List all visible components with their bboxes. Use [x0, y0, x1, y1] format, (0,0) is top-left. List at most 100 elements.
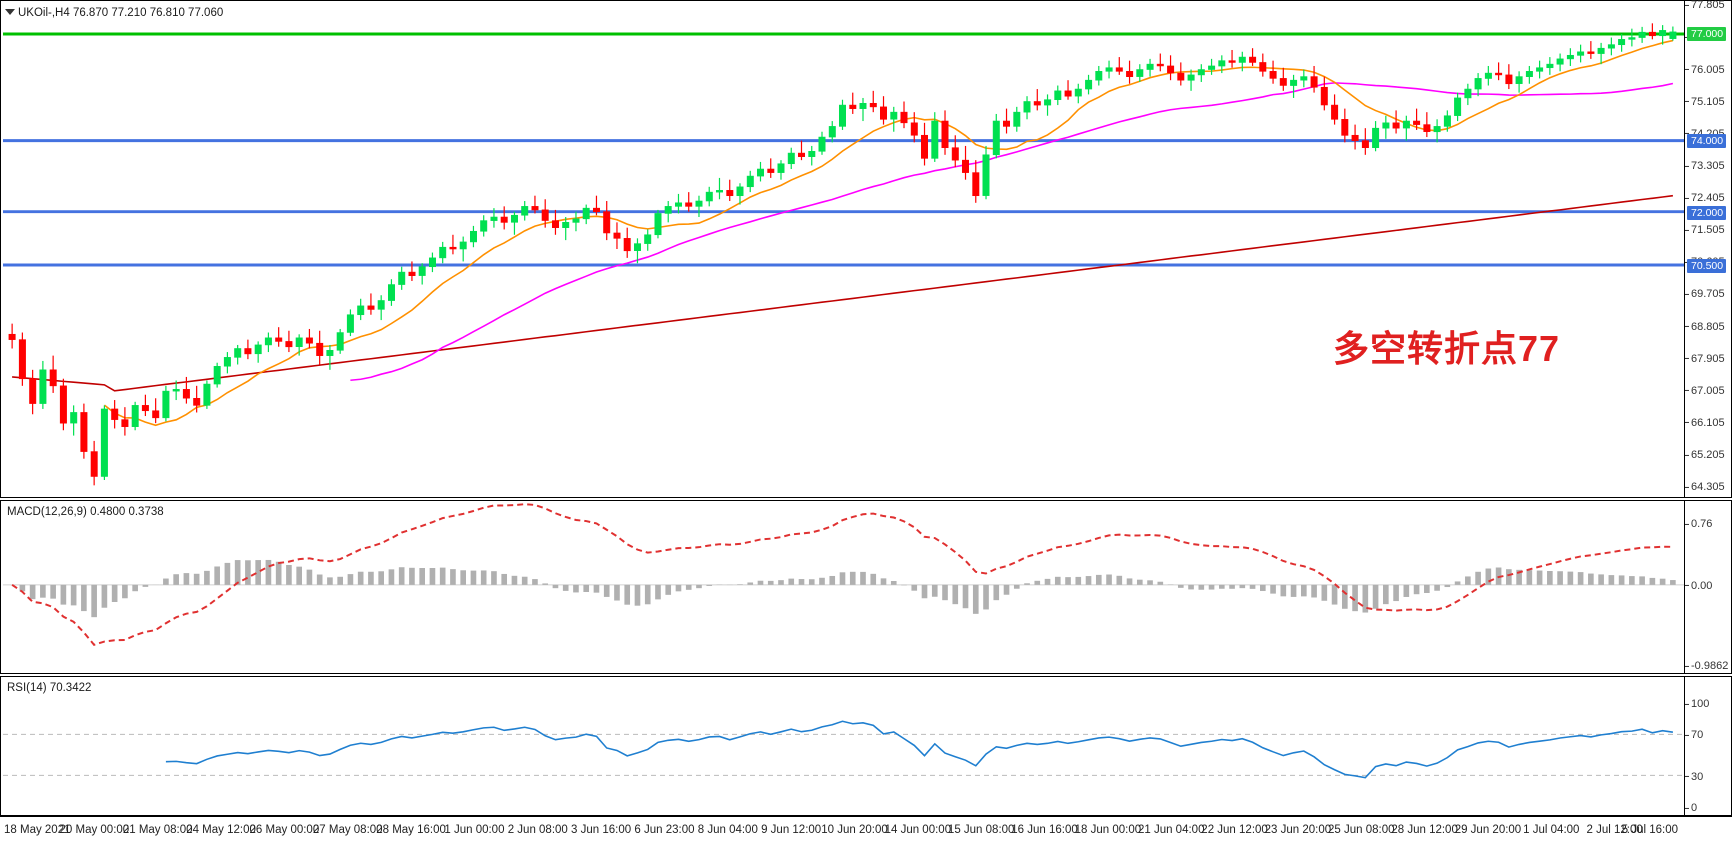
candle-body	[1136, 69, 1144, 77]
candle-body	[336, 332, 344, 351]
support-badge[interactable]: 70.500	[1687, 259, 1727, 274]
candle-body	[418, 266, 426, 276]
candle-body	[490, 216, 498, 221]
candle-body	[1515, 76, 1523, 84]
candle-body	[664, 206, 672, 214]
candle-body	[992, 120, 1000, 156]
candle-body	[705, 191, 713, 202]
rsi-axis-scale[interactable]: 100 70 30 0	[1684, 677, 1731, 815]
candle-body	[1115, 67, 1123, 72]
macd-canvas	[3, 503, 1686, 646]
candle-body	[726, 190, 734, 197]
candle-body	[1669, 31, 1677, 39]
time-axis-label: 24 May 12:00	[186, 824, 256, 836]
time-axis-label: 21 May 08:00	[122, 824, 193, 836]
candle-body	[1454, 97, 1462, 116]
candle-body	[1423, 124, 1431, 132]
rsi-canvas	[3, 720, 1686, 779]
time-axis-label: 6 Jun 23:00	[634, 824, 695, 836]
candle-body	[603, 211, 611, 234]
candle-body	[70, 412, 78, 424]
candle-body	[100, 408, 108, 477]
candle-body	[1269, 71, 1277, 79]
price-chart-panel[interactable]: UKOil-,H4 76.870 77.210 76.810 77.060 77…	[0, 0, 1732, 498]
candle-body	[1464, 88, 1472, 99]
candle-body	[80, 412, 88, 452]
candle-body	[510, 214, 518, 223]
ma-mid-line	[350, 82, 1674, 382]
price-tick-label: 68.805	[1685, 320, 1725, 333]
price-tick-label: 71.505	[1685, 224, 1725, 236]
candle-body	[203, 383, 211, 406]
candle-body	[633, 243, 641, 251]
resistance-badge[interactable]: 77.000	[1687, 27, 1727, 42]
candle-body	[439, 246, 447, 259]
candle-body	[531, 206, 539, 211]
time-axis-label: 5 Jul 16:00	[1621, 824, 1678, 836]
macd-panel[interactable]: MACD(12,26,9) 0.4800 0.3738 0.76 0.00 -0.9…	[0, 500, 1732, 674]
macd-plot-area[interactable]	[3, 502, 1686, 672]
candle-body	[223, 357, 231, 367]
ma-fast-line	[103, 39, 1674, 427]
candle-body	[367, 305, 375, 310]
time-axis[interactable]: 18 May 2021 20 May 00:00 21 May 08:00 24 Ma…	[0, 816, 1732, 844]
price-candlestick-canvas	[3, 23, 1686, 486]
candle-body	[787, 152, 795, 165]
candle-body	[941, 120, 949, 149]
candle-body	[49, 369, 57, 387]
candle-body	[592, 207, 600, 213]
time-axis-label: 1 Jul 04:00	[1523, 824, 1580, 836]
candle-body	[879, 106, 887, 120]
rsi-plot-area[interactable]	[3, 678, 1686, 814]
time-axis-label: 29 Jun 20:00	[1454, 824, 1522, 836]
price-plot-area[interactable]	[3, 2, 1686, 496]
candle-body	[29, 378, 37, 404]
time-axis-label: 1 Jun 00:00	[444, 824, 505, 836]
candle-body	[1546, 63, 1554, 69]
candle-body	[1279, 78, 1287, 86]
candle-body	[900, 111, 908, 124]
candle-body	[1648, 31, 1656, 37]
time-axis-label: 22 Jun 12:00	[1201, 824, 1268, 836]
candle-body	[193, 397, 201, 406]
candle-body	[285, 341, 293, 348]
candle-body	[182, 389, 190, 399]
candle-body	[111, 408, 119, 420]
candle-body	[1095, 71, 1103, 81]
candle-body	[920, 134, 928, 159]
rsi-line	[165, 720, 1674, 779]
candle-body	[1474, 78, 1482, 90]
candle-body	[1310, 76, 1318, 88]
price-axis-scale[interactable]: 77.80576.90576.00575.10574.20573.30572.4…	[1684, 0, 1731, 497]
candle-body	[910, 122, 918, 136]
time-axis-label: 18 May 2021	[4, 824, 71, 836]
rsi-panel[interactable]: RSI(14) 70.3422 100 70 30 0	[0, 676, 1732, 816]
candle-body	[1238, 56, 1246, 63]
candle-body	[469, 230, 477, 243]
candle-body	[357, 305, 365, 316]
price-tick-label: 65.205	[1685, 449, 1725, 461]
time-axis-label: 27 May 08:00	[312, 824, 383, 836]
candle-body	[1054, 90, 1062, 101]
candle-body	[1382, 122, 1390, 129]
candle-body	[1566, 54, 1574, 60]
price-tick-label: 77.805	[1685, 0, 1725, 11]
candle-body	[121, 419, 129, 427]
candle-body	[685, 202, 693, 207]
candle-body	[1392, 122, 1400, 129]
candle-body	[838, 104, 846, 127]
support-badge[interactable]: 74.000	[1687, 134, 1727, 149]
candle-body	[1300, 76, 1308, 81]
time-axis-label: 2 Jul 12:00	[1586, 824, 1643, 836]
time-axis-label: 9 Jun 12:00	[761, 824, 822, 836]
candle-body	[1187, 74, 1195, 81]
time-axis-label: 14 Jun 00:00	[884, 824, 952, 836]
support-badge[interactable]: 72.000	[1687, 205, 1727, 220]
time-axis-label: 20 May 00:00	[59, 824, 130, 836]
price-tick-label: 69.705	[1685, 288, 1725, 300]
rsi-tick-label: 100	[1685, 698, 1709, 710]
macd-axis-scale[interactable]: 0.76 0.00 -0.9862	[1684, 501, 1731, 673]
triangle-down-icon[interactable]	[5, 9, 15, 15]
candle-body	[1413, 120, 1421, 125]
